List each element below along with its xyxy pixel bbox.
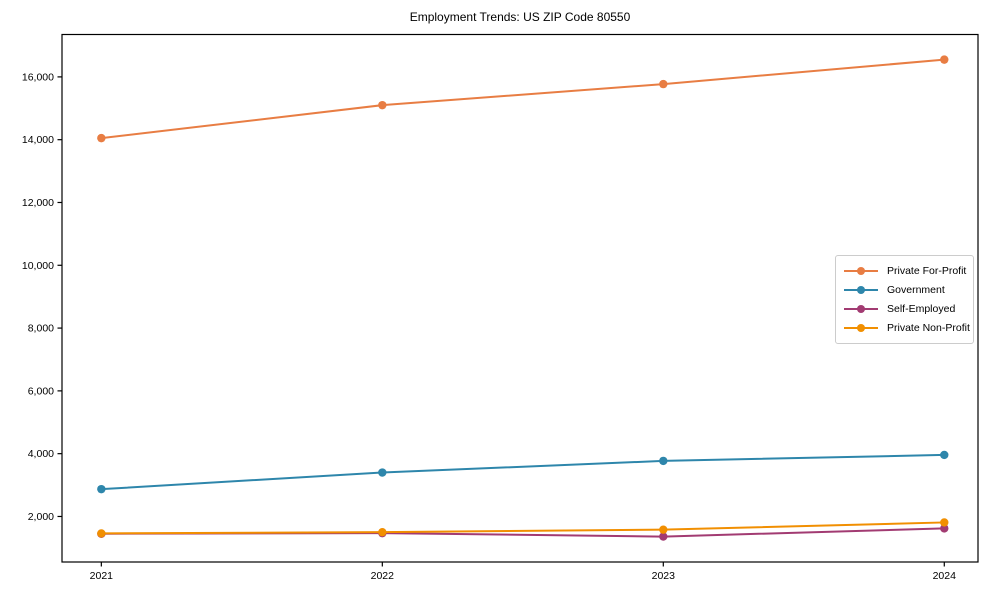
series-line-private-non-profit [100, 521, 946, 535]
x-tick-label: 2024 [933, 570, 957, 582]
y-tick-label: 10,000 [22, 260, 54, 272]
data-point-marker-government [659, 456, 668, 466]
data-point-marker-government [378, 468, 387, 477]
line-marker-icon [844, 323, 878, 333]
data-point-marker-private-non-profit [659, 525, 668, 534]
legend-item-government: Government [844, 281, 965, 299]
legend-label: Government [887, 284, 945, 296]
y-tick-label: 8,000 [28, 323, 54, 335]
line-marker-icon [844, 266, 878, 276]
data-point-marker-private-for-profit [659, 79, 668, 89]
y-tick-label: 14,000 [22, 134, 54, 146]
data-point-marker-private-non-profit [378, 527, 387, 537]
y-tick-label: 12,000 [22, 197, 54, 209]
x-tick-label: 2023 [652, 570, 676, 582]
legend-item-private-non-profit: Private Non-Profit [844, 319, 970, 337]
data-point-marker-government [940, 450, 949, 460]
legend-item-self-employed: Self-Employed [844, 300, 965, 318]
data-point-marker-private-for-profit [940, 55, 949, 64]
axes-spines [61, 33, 979, 563]
legend-item-private-for-profit: Private For-Profit [844, 262, 967, 280]
data-point-marker-private-for-profit [378, 100, 387, 110]
x-tick-label: 2021 [90, 570, 114, 582]
data-point-marker-self-employed [659, 532, 668, 541]
data-point-marker-government [97, 484, 106, 494]
data-point-marker-private-non-profit [97, 529, 106, 538]
y-tick-label: 2,000 [28, 511, 54, 523]
line-marker-icon [844, 304, 878, 314]
legend: Private For-Profit Government Self-Emplo… [835, 255, 974, 344]
x-tick-label: 2022 [371, 570, 395, 582]
series-line-government [100, 453, 946, 491]
legend-label: Private For-Profit [887, 265, 967, 277]
data-point-marker-self-employed [940, 524, 949, 533]
y-tick-label: 4,000 [28, 448, 54, 460]
chart-title: Employment Trends: US ZIP Code 80550 [409, 10, 631, 24]
y-tick-label: 16,000 [22, 71, 54, 83]
legend-label: Self-Employed [887, 303, 956, 315]
data-point-marker-private-non-profit [940, 518, 949, 527]
y-tick-label: 6,000 [28, 385, 54, 397]
series-line-private-for-profit [100, 58, 946, 140]
line-marker-icon [844, 285, 878, 295]
legend-label: Private Non-Profit [887, 322, 970, 334]
data-point-marker-private-for-profit [97, 133, 106, 143]
